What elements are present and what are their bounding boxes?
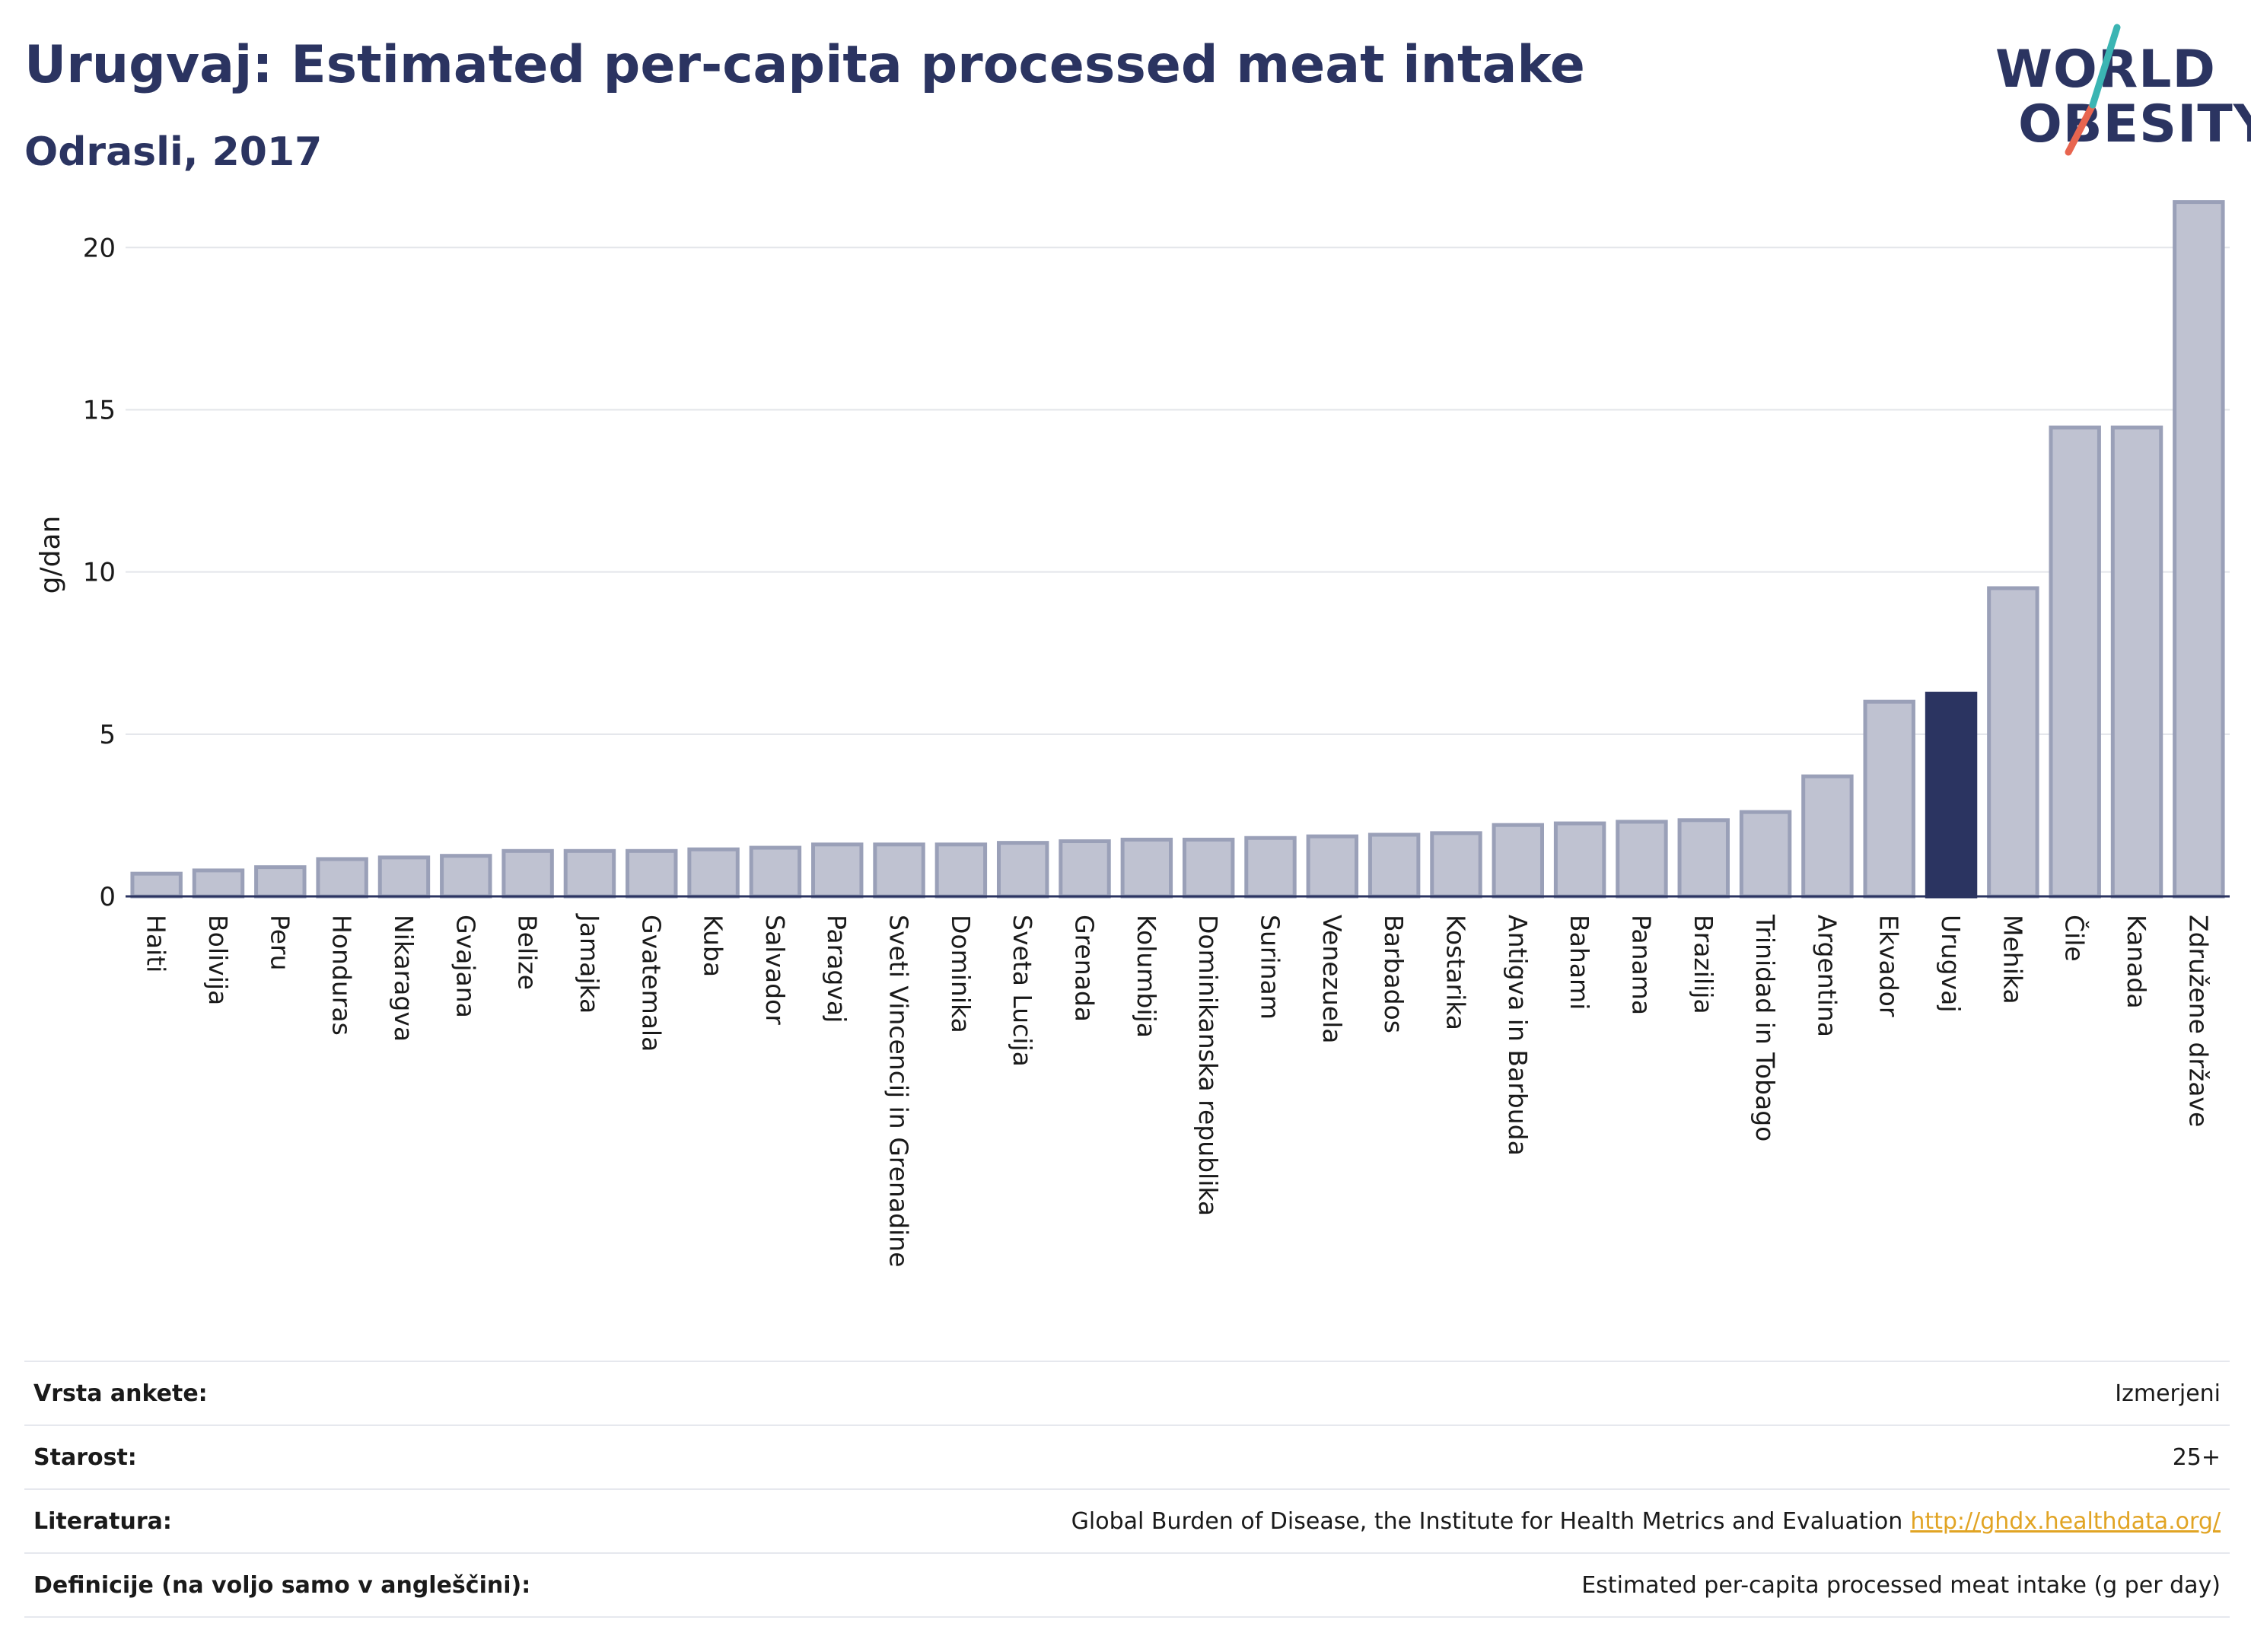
- bar: [996, 841, 1049, 899]
- meta-value: Estimated per-capita processed meat inta…: [1581, 1571, 2221, 1599]
- bar-chart: 0 5 10 15 20 g/dan Haiti Bolivija Peru Honduras Ni…: [35, 200, 2230, 1267]
- meta-value: 25+: [2172, 1444, 2221, 1471]
- chart-title: Urugvaj: Estimated per-capita processed …: [24, 35, 1585, 95]
- bar: [1553, 821, 1606, 899]
- x-tick-label: Paragvaj: [822, 915, 852, 1023]
- x-tick-label: Sveta Lucija: [1008, 915, 1037, 1067]
- bar: [1367, 832, 1421, 899]
- bar: [1677, 818, 1730, 899]
- bar: [626, 848, 678, 899]
- x-tick-label: Združene države: [2183, 915, 2213, 1127]
- x-tick-label: Kolumbija: [1132, 915, 1161, 1038]
- world-obesity-logo[interactable]: WORLD OBESITY: [1979, 23, 2251, 160]
- x-tick-label: Salvador: [760, 915, 790, 1025]
- meta-key: Vrsta ankete:: [33, 1380, 208, 1407]
- x-tick-label: Surinam: [1255, 915, 1285, 1020]
- x-tick-label: Ekvador: [1874, 915, 1904, 1017]
- bar: [563, 848, 616, 899]
- x-tick-label: Kuba: [699, 915, 728, 977]
- x-tick-label: Kostarika: [1441, 915, 1470, 1030]
- literature-link[interactable]: http://ghdx.healthdata.org/: [1910, 1507, 2221, 1535]
- x-tick-label: Kanada: [2122, 915, 2151, 1009]
- bar: [934, 842, 988, 899]
- metadata-table: Vrsta ankete: Izmerjeni Starost: 25+ Lit…: [24, 1361, 2230, 1618]
- y-axis-label: g/dan: [35, 516, 66, 594]
- y-tick-label: 15: [83, 395, 116, 425]
- bar: [1616, 820, 1668, 899]
- y-tick-label: 0: [99, 882, 116, 912]
- bar: [1801, 774, 1854, 899]
- bar: [2173, 200, 2225, 899]
- x-tick-label: Dominika: [946, 915, 976, 1033]
- literature-text: Global Burden of Disease, the Institute …: [1071, 1507, 1903, 1535]
- bar: [1739, 810, 1792, 899]
- x-tick-label: Panama: [1626, 915, 1656, 1015]
- bar: [192, 868, 245, 899]
- meta-row-survey-type: Vrsta ankete: Izmerjeni: [24, 1362, 2230, 1426]
- x-tick-label: Dominikanska republika: [1193, 915, 1223, 1216]
- x-tick-label: Argentina: [1812, 915, 1842, 1037]
- bar: [1059, 839, 1111, 899]
- bar: [316, 857, 368, 899]
- x-tick-label: Bahami: [1565, 915, 1594, 1010]
- bar: [254, 865, 307, 899]
- bar: [1120, 837, 1173, 899]
- x-tick-label: Antigva in Barbuda: [1503, 915, 1533, 1156]
- bar: [2110, 425, 2163, 899]
- bar: [130, 871, 183, 899]
- x-tick-label: Nikaragva: [389, 915, 419, 1042]
- y-tick-label: 5: [99, 720, 116, 750]
- bar: [873, 842, 925, 899]
- x-tick-label: Bolivija: [203, 915, 233, 1005]
- meta-row-literature: Literatura: Global Burden of Disease, th…: [24, 1490, 2230, 1554]
- chart-subtitle: Odrasli, 2017: [24, 129, 323, 175]
- bar: [1306, 834, 1359, 899]
- bar: [1925, 692, 1978, 899]
- x-tick-label: Venezuela: [1317, 915, 1347, 1043]
- x-tick-label: Urugvaj: [1936, 915, 1966, 1013]
- meta-value: Izmerjeni: [2115, 1380, 2221, 1407]
- x-tick-label: Gvajana: [451, 915, 480, 1018]
- meta-key: Definicije (na voljo samo v angleščini):: [33, 1571, 531, 1599]
- bar: [2049, 425, 2101, 899]
- meta-row-definitions: Definicije (na voljo samo v angleščini):…: [24, 1554, 2230, 1618]
- x-tick-label: Belize: [513, 915, 543, 990]
- bar: [687, 847, 740, 899]
- meta-key: Literatura:: [33, 1507, 172, 1535]
- x-tick-label: Grenada: [1070, 915, 1100, 1022]
- bar: [1987, 586, 2039, 899]
- meta-key: Starost:: [33, 1444, 137, 1471]
- x-tick-label: Honduras: [327, 915, 357, 1036]
- bar: [440, 854, 492, 899]
- x-tick-label: Brazilija: [1689, 915, 1718, 1014]
- x-tick-label: Čile: [2060, 915, 2090, 962]
- x-tick-label: Haiti: [142, 915, 171, 972]
- logo-slash-icon: [2065, 24, 2121, 156]
- bar: [749, 845, 802, 899]
- bar: [1863, 699, 1915, 899]
- bar: [501, 848, 554, 899]
- bar: [377, 855, 431, 899]
- x-tick-label: Mehika: [1998, 915, 2027, 1004]
- bar: [1492, 823, 1544, 899]
- meta-value: Global Burden of Disease, the Institute …: [1071, 1508, 2221, 1535]
- y-tick-label: 20: [83, 233, 116, 263]
- x-tick-label: Jamajka: [575, 913, 604, 1014]
- x-tick-label: Peru: [265, 915, 295, 971]
- x-tick-label: Barbados: [1379, 915, 1409, 1033]
- bar: [1430, 831, 1482, 899]
- bar: [811, 842, 864, 899]
- x-tick-label: Trinidad in Tobago: [1750, 914, 1780, 1141]
- x-tick-label: Sveti Vincencij in Grenadine: [884, 915, 914, 1267]
- meta-row-age: Starost: 25+: [24, 1426, 2230, 1490]
- logo-text-bottom: OBESITY: [2018, 94, 2251, 154]
- bar: [1182, 837, 1235, 899]
- x-tick-label: Gvatemala: [636, 915, 666, 1052]
- y-tick-label: 10: [83, 558, 116, 588]
- bar: [1244, 836, 1297, 899]
